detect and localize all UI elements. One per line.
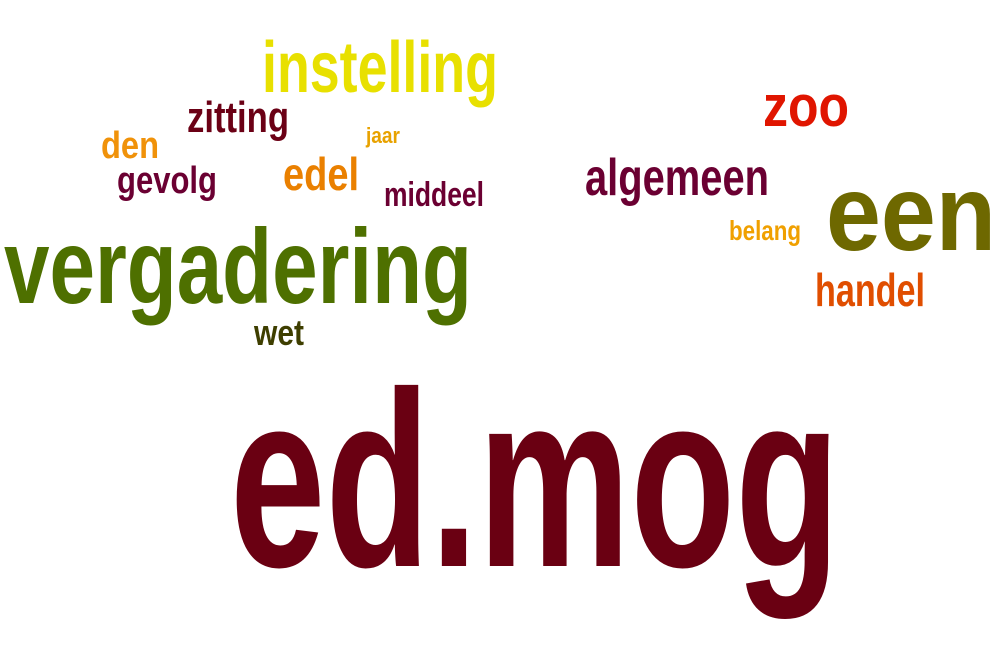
word-algemeen: algemeen bbox=[585, 149, 769, 207]
word-zitting: zitting bbox=[187, 93, 289, 142]
word-een: een bbox=[826, 152, 996, 273]
word-jaar: jaar bbox=[365, 123, 400, 148]
word-zoo: zoo bbox=[763, 74, 849, 139]
word-edel: edel bbox=[283, 148, 359, 200]
word-wet: wet bbox=[253, 312, 304, 353]
word-ed-mog: ed.mog bbox=[230, 340, 840, 619]
word-instelling: instelling bbox=[262, 28, 498, 108]
word-den: den bbox=[101, 125, 159, 167]
word-handel: handel bbox=[815, 264, 925, 316]
word-middeel: middeel bbox=[384, 176, 484, 214]
word-vergadering: vergadering bbox=[4, 208, 472, 326]
word-gevolg: gevolg bbox=[117, 160, 217, 202]
word-belang: belang bbox=[729, 215, 801, 246]
